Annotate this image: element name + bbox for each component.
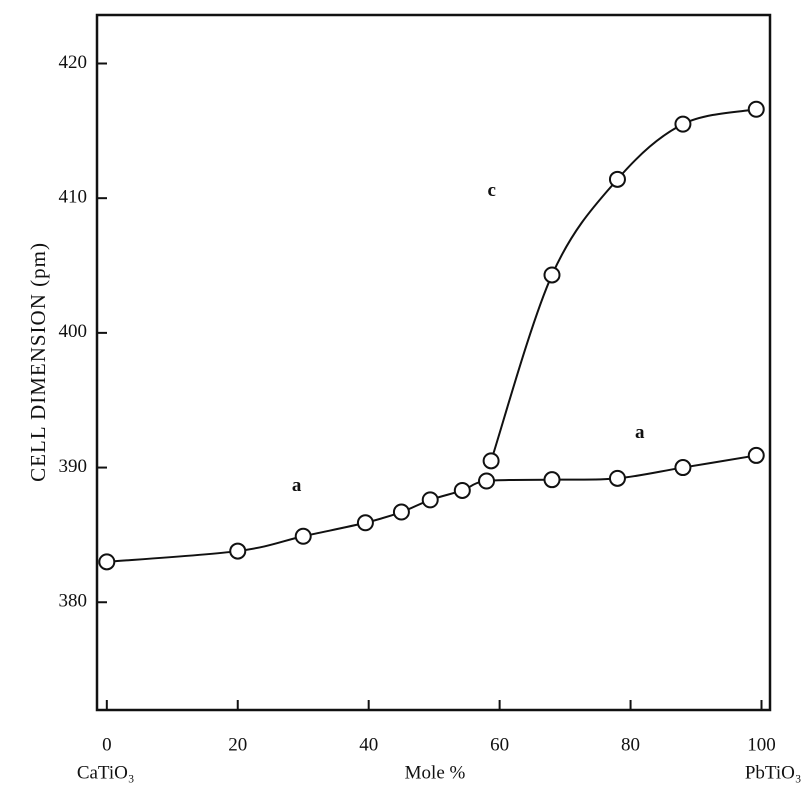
y-tick-label: 420 — [59, 52, 88, 73]
y-tick-label: 400 — [59, 321, 88, 342]
curve — [106, 454, 757, 563]
x-tick-label: 20 — [228, 734, 247, 755]
x-tick-label: 80 — [621, 734, 640, 755]
data-point — [543, 266, 561, 284]
data-point — [98, 553, 116, 571]
x-end-label: PbTiO₃ — [745, 762, 802, 783]
data-point — [229, 542, 247, 560]
data-point — [543, 471, 561, 489]
x-tick-label: 0 — [102, 734, 112, 755]
data-point — [294, 527, 312, 545]
x-tick-label: 100 — [747, 734, 776, 755]
data-point — [674, 459, 692, 477]
series-label: c — [488, 180, 496, 201]
x-tick-label: 40 — [359, 734, 378, 755]
x-end-label: CaTiO₃ — [77, 762, 135, 783]
y-tick-label: 390 — [59, 456, 88, 477]
y-tick-label: 380 — [59, 591, 88, 612]
data-point — [482, 452, 500, 470]
series-label: a — [635, 422, 645, 443]
plot-frame — [95, 13, 772, 712]
data-point — [608, 170, 626, 188]
y-tick-label: 410 — [59, 187, 88, 208]
data-point — [674, 115, 692, 133]
data-point — [421, 491, 439, 509]
data-point — [608, 469, 626, 487]
data-point — [356, 514, 374, 532]
data-point — [392, 503, 410, 521]
data-point — [453, 481, 471, 499]
data-point — [478, 472, 496, 490]
series-label: a — [292, 475, 302, 496]
x-axis-title: Mole % — [405, 762, 466, 783]
curve — [490, 108, 757, 462]
y-axis-title: CELL DIMENSION (pm) — [26, 242, 50, 482]
data-point — [747, 446, 765, 464]
x-tick-label: 60 — [490, 734, 509, 755]
data-point — [747, 100, 765, 118]
